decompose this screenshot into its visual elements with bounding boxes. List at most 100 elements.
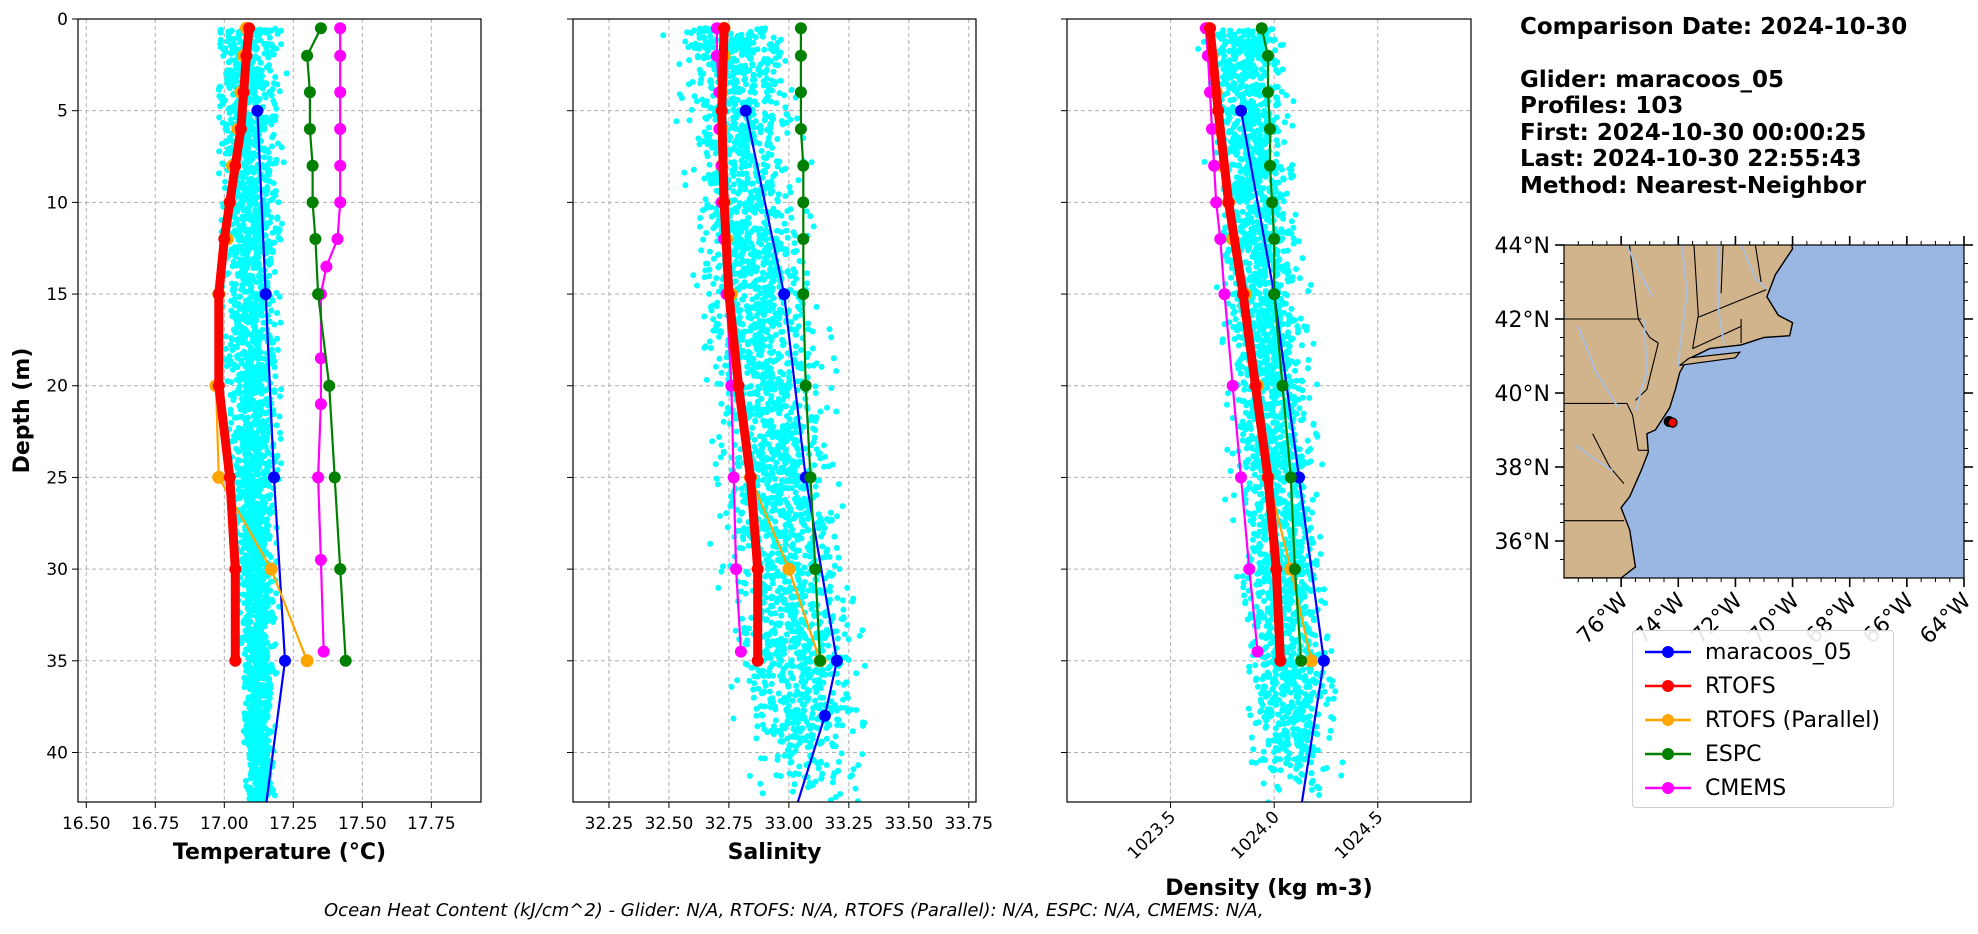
glider-point — [253, 216, 260, 223]
glider-point — [249, 390, 256, 397]
glider-point — [255, 675, 262, 682]
glider-point — [244, 804, 250, 810]
glider-point — [794, 536, 801, 543]
glider-point — [255, 273, 262, 280]
glider-point — [805, 326, 812, 333]
glider-point — [235, 390, 242, 396]
glider-point — [718, 568, 725, 575]
glider-point — [217, 83, 224, 90]
glider-point — [256, 355, 263, 362]
glider-point — [738, 510, 745, 517]
glider-point — [747, 88, 754, 95]
glider-point — [264, 434, 270, 441]
glider-point — [748, 614, 755, 621]
glider-point — [229, 366, 236, 373]
glider-point — [739, 181, 745, 188]
glider-point — [272, 641, 279, 648]
glider-point — [784, 602, 791, 609]
glider-point — [761, 582, 768, 589]
glider-point — [269, 297, 276, 304]
glider-point — [802, 502, 808, 509]
glider-point — [697, 42, 704, 49]
y-tick-label: 20 — [46, 377, 68, 397]
glider-point — [786, 691, 793, 698]
glider-point — [783, 250, 790, 257]
glider-point — [737, 588, 744, 595]
glider-point — [262, 424, 269, 431]
glider-point — [267, 690, 274, 697]
glider-point — [742, 354, 749, 361]
glider-point — [700, 28, 707, 35]
glider-point — [264, 595, 270, 602]
glider-point — [732, 40, 739, 47]
glider-point — [275, 234, 282, 241]
glider-point — [773, 100, 780, 107]
glider-point — [728, 146, 735, 153]
glider-point — [238, 263, 245, 270]
glider-point — [261, 50, 268, 57]
glider-point — [736, 320, 743, 327]
series-marker — [339, 654, 352, 667]
glider-point — [256, 600, 263, 607]
series-marker — [229, 654, 242, 667]
glider-point — [250, 671, 257, 678]
glider-point — [833, 368, 840, 374]
glider-point — [856, 632, 863, 639]
glider-point — [241, 149, 248, 156]
glider-point — [265, 429, 272, 436]
glider-point — [278, 386, 285, 393]
glider-point — [244, 552, 251, 559]
glider-point — [264, 581, 271, 588]
glider-point — [785, 512, 792, 519]
glider-point — [713, 275, 720, 282]
glider-point — [263, 201, 270, 208]
glider-point — [254, 787, 260, 794]
glider-point — [745, 314, 752, 321]
glider-point — [679, 95, 685, 102]
glider-point — [222, 178, 229, 185]
glider-point — [799, 618, 806, 625]
glider-point — [841, 631, 848, 638]
glider-point — [263, 222, 270, 229]
glider-point — [734, 506, 741, 513]
glider-point — [229, 347, 236, 353]
glider-point — [784, 735, 791, 742]
glider-point — [217, 40, 224, 47]
glider-point — [252, 86, 258, 93]
glider-point — [743, 630, 750, 637]
glider-point — [758, 208, 765, 215]
glider-point — [239, 492, 246, 499]
series-marker — [237, 86, 250, 99]
series-marker — [312, 471, 325, 484]
glider-point — [814, 760, 821, 767]
glider-point — [252, 133, 259, 139]
glider-point — [744, 144, 751, 151]
glider-point — [769, 508, 776, 514]
glider-point — [726, 151, 732, 158]
glider-point — [776, 497, 783, 504]
glider-point — [782, 541, 789, 548]
glider-point — [260, 607, 267, 614]
glider-point — [763, 646, 770, 653]
series-marker — [306, 159, 319, 172]
glider-point — [269, 247, 276, 254]
glider-point — [273, 289, 280, 296]
glider-point — [257, 588, 264, 595]
y-tick-label: 10 — [46, 193, 68, 213]
glider-point — [252, 801, 255, 802]
glider-point — [798, 347, 804, 353]
glider-point — [798, 726, 805, 733]
glider-point — [812, 383, 819, 390]
glider-point — [257, 768, 264, 775]
glider-point — [786, 578, 793, 585]
glider-point — [276, 226, 283, 233]
series-marker — [268, 471, 280, 484]
glider-point — [751, 680, 758, 687]
glider-point — [790, 605, 797, 612]
glider-point — [266, 62, 272, 68]
series-marker — [234, 123, 247, 135]
glider-point — [723, 510, 730, 517]
glider-point — [236, 61, 242, 68]
glider-point — [745, 214, 752, 221]
